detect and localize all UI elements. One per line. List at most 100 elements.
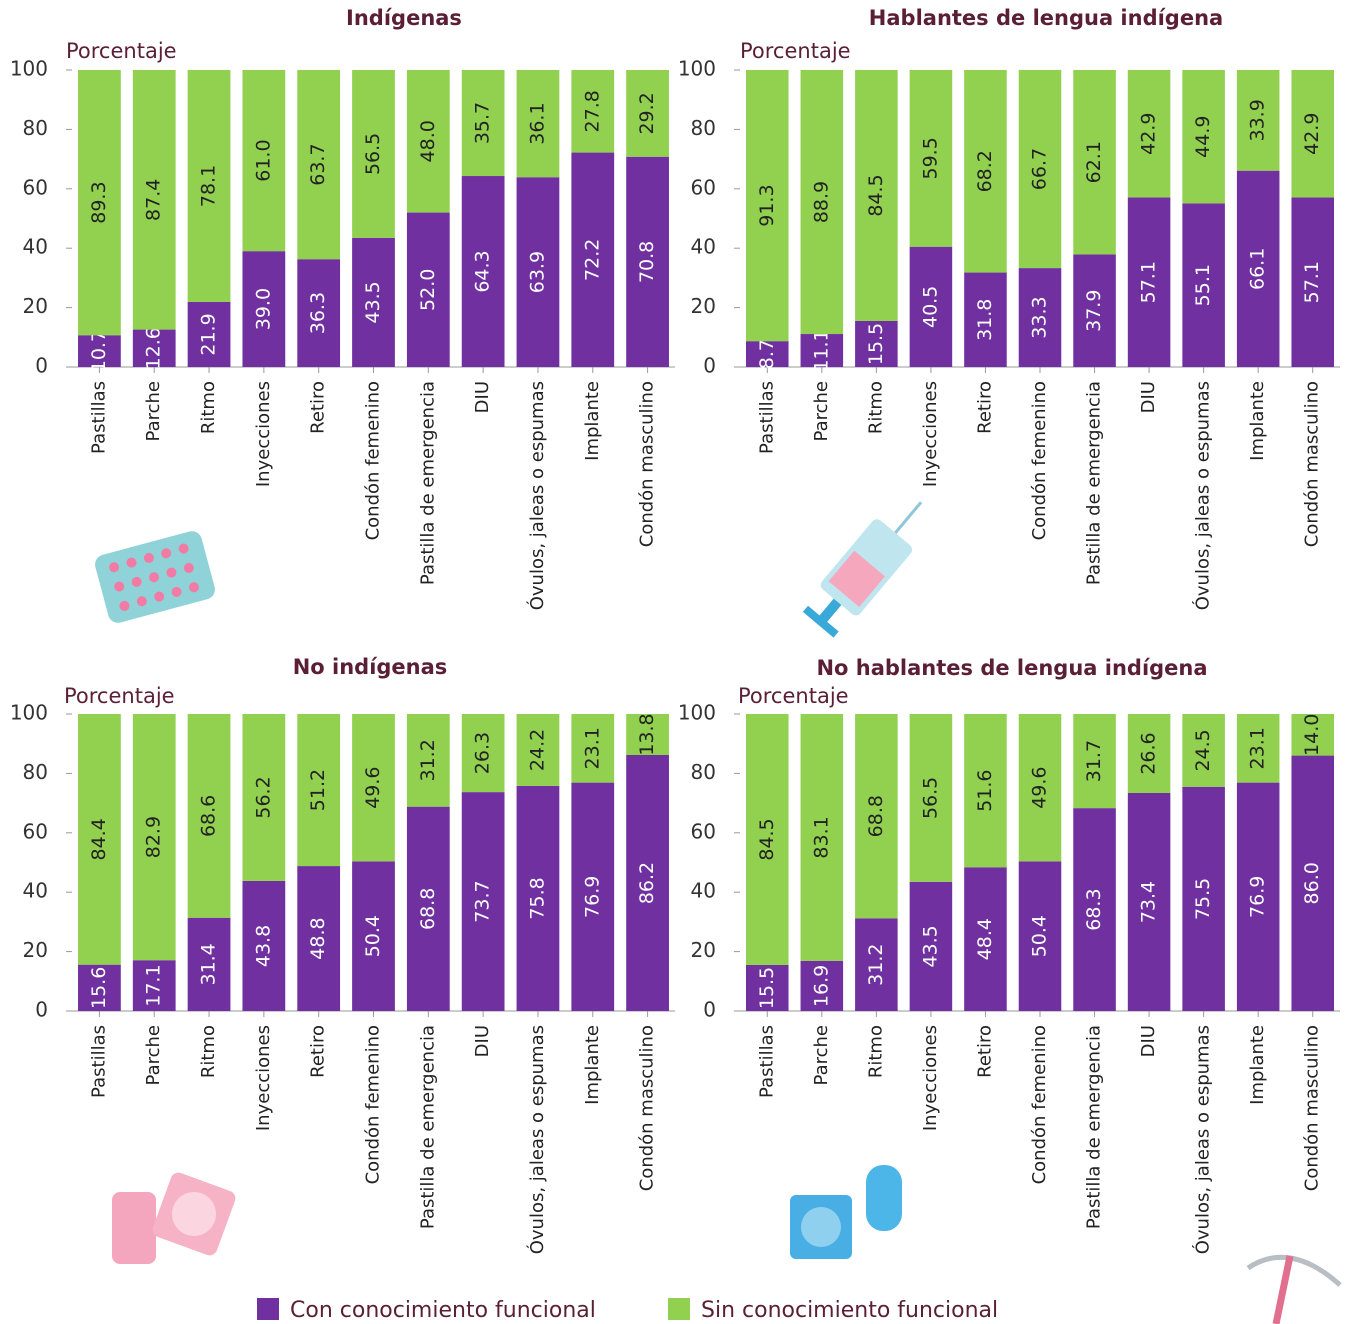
chart: Hablantes de lengua indígenaPorcentaje02… <box>678 6 1340 610</box>
iud-icon <box>1248 1256 1340 1324</box>
value-label: 27.8 <box>581 90 603 132</box>
chart: No hablantes de lengua indígenaPorcentaj… <box>678 656 1340 1254</box>
value-label: 51.2 <box>307 769 329 811</box>
x-tick-label: Condón masculino <box>1302 381 1323 547</box>
value-label: 11.1 <box>810 329 832 371</box>
value-label: 21.9 <box>198 313 220 355</box>
value-label: 10.7 <box>88 330 110 372</box>
value-label: 55.1 <box>1192 264 1214 306</box>
x-tick-label: Condón masculino <box>1302 1025 1323 1191</box>
value-label: 31.2 <box>417 739 439 781</box>
chart: IndígenasPorcentaje020406080100Pastillas… <box>10 6 675 610</box>
value-label: 51.6 <box>974 769 996 811</box>
value-label: 48.0 <box>417 120 439 162</box>
value-label: 66.1 <box>1247 248 1269 290</box>
x-tick-label: Pastillas <box>756 1025 777 1098</box>
value-label: 62.1 <box>1083 141 1105 183</box>
y-tick-label: 20 <box>23 938 48 962</box>
chart: No indígenasPorcentaje020406080100Pastil… <box>10 655 675 1254</box>
x-tick-label: Retiro <box>974 1025 995 1078</box>
value-label: 84.4 <box>88 818 110 860</box>
value-label: 15.5 <box>865 323 887 365</box>
x-tick-label: Pastillas <box>88 381 109 454</box>
x-tick-label: DIU <box>472 1025 493 1057</box>
value-label: 88.9 <box>810 181 832 223</box>
y-axis-label: Porcentaje <box>740 39 851 63</box>
y-tick-label: 60 <box>23 819 48 843</box>
y-tick-label: 80 <box>691 116 716 140</box>
x-tick-label: Óvulos, jaleas o espumas <box>526 1025 548 1254</box>
value-label: 63.7 <box>307 143 329 185</box>
y-tick-label: 20 <box>23 294 48 318</box>
value-label: 64.3 <box>472 250 494 292</box>
y-tick-label: 60 <box>691 175 716 199</box>
x-tick-label: Ritmo <box>198 381 219 434</box>
value-label: 48.4 <box>974 918 996 960</box>
value-label: 31.2 <box>865 944 887 986</box>
x-tick-label: Ritmo <box>865 1025 886 1078</box>
value-label: 13.8 <box>636 713 658 755</box>
value-label: 24.5 <box>1192 729 1214 771</box>
value-label: 75.8 <box>526 877 548 919</box>
value-label: 68.2 <box>974 150 996 192</box>
value-label: 40.5 <box>919 286 941 328</box>
legend-label: Sin conocimiento funcional <box>701 1298 998 1323</box>
y-tick-label: 100 <box>678 701 716 725</box>
y-tick-label: 80 <box>691 760 716 784</box>
x-tick-label: Condón femenino <box>363 381 384 540</box>
x-tick-label: Condón masculino <box>637 381 658 547</box>
value-label: 12.6 <box>143 327 165 369</box>
y-tick-label: 80 <box>23 760 48 784</box>
y-tick-label: 60 <box>23 175 48 199</box>
value-label: 43.5 <box>362 281 384 323</box>
page: IndígenasPorcentaje020406080100Pastillas… <box>0 0 1350 1324</box>
value-label: 83.1 <box>810 816 832 858</box>
value-label: 26.3 <box>472 732 494 774</box>
value-label: 33.9 <box>1247 99 1269 141</box>
y-tick-label: 100 <box>10 57 48 81</box>
value-label: 78.1 <box>198 165 220 207</box>
value-label: 37.9 <box>1083 290 1105 332</box>
y-tick-label: 100 <box>678 57 716 81</box>
value-label: 87.4 <box>143 179 165 221</box>
x-tick-label: Inyecciones <box>253 1025 274 1131</box>
value-label: 49.6 <box>1029 766 1051 808</box>
x-tick-label: Pastilla de emergencia <box>1084 381 1105 585</box>
y-tick-label: 40 <box>691 235 716 259</box>
value-label: 59.5 <box>919 137 941 179</box>
value-label: 68.8 <box>417 888 439 930</box>
value-label: 36.1 <box>526 102 548 144</box>
value-label: 31.7 <box>1083 740 1105 782</box>
value-label: 68.8 <box>865 795 887 837</box>
value-label: 57.1 <box>1138 261 1160 303</box>
value-label: 42.9 <box>1138 113 1160 155</box>
value-label: 14.0 <box>1301 714 1323 756</box>
value-label: 35.7 <box>472 102 494 144</box>
x-tick-label: Retiro <box>974 381 995 434</box>
value-label: 26.6 <box>1138 732 1160 774</box>
x-tick-label: Condón masculino <box>637 1025 658 1191</box>
x-tick-label: Ritmo <box>198 1025 219 1078</box>
x-tick-label: Retiro <box>308 381 329 434</box>
value-label: 70.8 <box>636 241 658 283</box>
value-label: 31.8 <box>974 299 996 341</box>
value-label: 68.3 <box>1083 888 1105 930</box>
value-label: 76.9 <box>581 876 603 918</box>
value-label: 15.6 <box>88 967 110 1009</box>
x-tick-label: Parche <box>143 381 164 441</box>
value-label: 56.5 <box>362 133 384 175</box>
x-tick-label: Óvulos, jaleas o espumas <box>1192 381 1214 610</box>
y-tick-label: 0 <box>35 998 48 1022</box>
value-label: 50.4 <box>1029 915 1051 957</box>
chart-title: No hablantes de lengua indígena <box>816 656 1207 680</box>
value-label: 86.0 <box>1301 862 1323 904</box>
x-tick-label: Ritmo <box>865 381 886 434</box>
value-label: 86.2 <box>636 862 658 904</box>
y-tick-label: 20 <box>691 294 716 318</box>
condom-pink-icon <box>112 1170 238 1264</box>
x-tick-label: Parche <box>811 381 832 441</box>
value-label: 49.6 <box>362 766 384 808</box>
value-label: 23.1 <box>1247 727 1269 769</box>
value-label: 50.4 <box>362 915 384 957</box>
value-label: 39.0 <box>252 288 274 330</box>
